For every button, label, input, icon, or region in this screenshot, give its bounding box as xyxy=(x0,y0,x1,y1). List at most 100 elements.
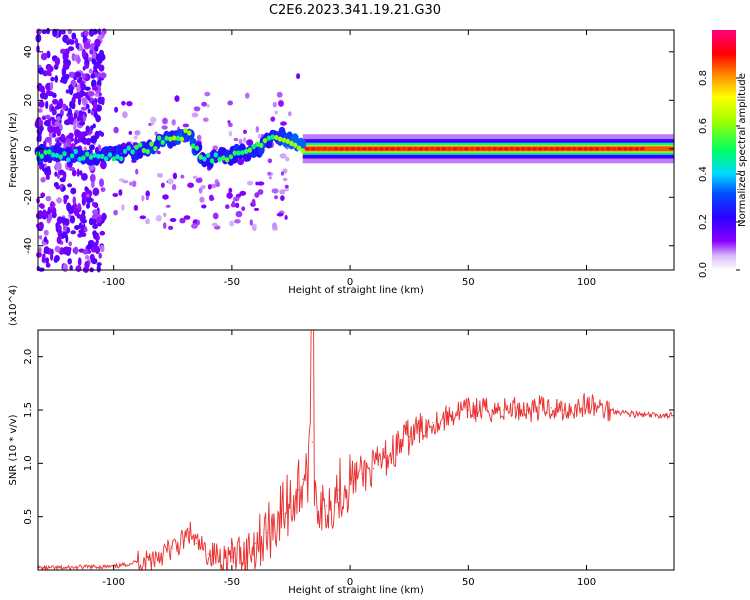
snr-y-ticks: 0.5 1.0 1.5 2.0 xyxy=(23,349,674,525)
heatmap-noise-cell xyxy=(243,137,247,143)
heatmap-ridge-peak xyxy=(172,135,177,141)
y-tick-label: 0 xyxy=(23,146,34,152)
heatmap-noise-cell xyxy=(67,107,73,117)
snr-data-point xyxy=(515,407,517,409)
snr-data-point xyxy=(231,556,233,558)
heatmap-band-peak xyxy=(310,147,316,151)
heatmap-noise-cell xyxy=(150,116,157,124)
heatmap-noise-cell xyxy=(47,91,55,97)
heatmap-band-peak xyxy=(588,147,594,151)
heatmap-noise-cell xyxy=(44,114,51,120)
heatmap-noise-cell xyxy=(201,204,207,209)
heatmap-noise-cell xyxy=(74,71,82,78)
heatmap-band-peak xyxy=(611,147,617,151)
heatmap-ridge-peak xyxy=(266,135,271,141)
heatmap-noise-cell xyxy=(40,203,45,209)
heatmap-band-peak xyxy=(531,147,538,151)
heatmap-noise-cell xyxy=(145,218,150,225)
heatmap-noise-cell xyxy=(68,39,75,45)
heatmap-noise-cell xyxy=(86,137,91,146)
heatmap-noise-cell xyxy=(92,209,99,215)
heatmap-noise-cell xyxy=(128,130,132,135)
heatmap-noise-cell xyxy=(101,212,107,221)
heatmap-noise-cell xyxy=(227,100,233,106)
heatmap-noise-cell xyxy=(167,178,174,185)
heatmap-noise-cell xyxy=(47,206,52,215)
heatmap-noise-cell xyxy=(49,81,54,91)
heatmap-band-peak xyxy=(361,147,367,151)
heatmap-noise-cell xyxy=(45,100,49,110)
heatmap-noise-cell xyxy=(46,65,54,73)
heatmap-ridge-peak xyxy=(115,154,120,160)
snr-data-point xyxy=(526,409,529,411)
heatmap-noise-cell xyxy=(145,190,150,197)
snr-data-point xyxy=(491,409,493,411)
heatmap-noise-cell xyxy=(85,203,91,209)
heatmap-noise-cell xyxy=(68,132,74,139)
heatmap-noise-cell xyxy=(92,187,100,196)
heatmap-noise-cell xyxy=(57,228,63,238)
snr-data-point xyxy=(302,478,304,480)
heatmap-noise-cell xyxy=(61,134,66,141)
heatmap-noise-cell xyxy=(272,101,277,108)
heatmap-noise-cell xyxy=(254,192,260,198)
y-tick-label: 1.5 xyxy=(23,402,34,418)
heatmap-noise-cell xyxy=(89,49,94,55)
heatmap-ridge-peak xyxy=(175,135,181,141)
heatmap-noise-cell xyxy=(172,172,178,180)
snr-data-point xyxy=(574,407,576,409)
x-tick-label: 100 xyxy=(577,577,596,588)
heatmap-ridge-peak xyxy=(100,153,105,159)
x-tick-label: 0 xyxy=(347,577,353,588)
heatmap-noise-cell xyxy=(69,265,73,271)
heatmap-ridge-peak xyxy=(270,134,275,140)
heatmap-noise-cell xyxy=(91,57,97,65)
heatmap-ridge-peak xyxy=(111,156,116,162)
heatmap-noise-cell xyxy=(65,89,70,94)
heatmap-ridge-peak xyxy=(179,136,184,142)
heatmap-noise-cell xyxy=(99,178,104,188)
heatmap-noise-cell xyxy=(285,156,290,162)
heatmap-noise-cell xyxy=(80,106,88,111)
heatmap-noise-cell xyxy=(72,81,76,88)
heatmap-noise-cell xyxy=(121,100,126,106)
heatmap-noise-cell xyxy=(38,100,45,108)
heatmap-noise-cell xyxy=(139,215,147,220)
heatmap-band-peak xyxy=(583,147,589,151)
spectrogram-frame xyxy=(37,29,675,271)
snr-data-point xyxy=(195,542,197,544)
heatmap-noise-cell xyxy=(85,255,90,260)
snr-data-point xyxy=(188,532,190,534)
heatmap-band-peak xyxy=(605,147,611,151)
heatmap-band-peak xyxy=(634,147,640,151)
heatmap-noise-cell xyxy=(193,106,201,112)
x-tick-label: -50 xyxy=(224,577,240,588)
heatmap-noise-cell xyxy=(255,181,259,186)
heatmap-band-peak xyxy=(424,147,430,151)
heatmap-ridge-peak xyxy=(73,148,79,155)
snr-data-point xyxy=(538,407,540,409)
heatmap-noise-cell xyxy=(51,211,57,219)
heatmap-ridge-peak xyxy=(156,135,162,141)
heatmap-band-peak xyxy=(322,147,328,151)
heatmap-outlier xyxy=(296,73,301,80)
heatmap-noise-cell xyxy=(52,132,56,138)
heatmap-noise-cell xyxy=(55,185,60,190)
heatmap-noise-cell xyxy=(97,35,104,40)
heatmap-noise-cell xyxy=(84,260,90,270)
heatmap-noise-cell xyxy=(56,116,61,122)
heatmap-noise-cell xyxy=(163,212,167,218)
heatmap-ridge-peak xyxy=(194,145,200,151)
heatmap-ridge-peak xyxy=(285,138,290,144)
heatmap-ridge-peak xyxy=(228,154,234,160)
heatmap-noise-cell xyxy=(268,176,272,180)
heatmap-noise-cell xyxy=(210,183,217,189)
heatmap-noise-cell xyxy=(182,123,190,128)
heatmap-noise-cell xyxy=(99,49,104,57)
heatmap-noise-cell xyxy=(204,91,211,97)
heatmap-ridge-peak xyxy=(119,156,124,162)
heatmap-ridge-peak xyxy=(293,142,298,148)
heatmap-noise-cell xyxy=(45,262,51,268)
heatmap-noise-cell xyxy=(84,186,88,191)
heatmap-noise-cell xyxy=(43,119,51,127)
